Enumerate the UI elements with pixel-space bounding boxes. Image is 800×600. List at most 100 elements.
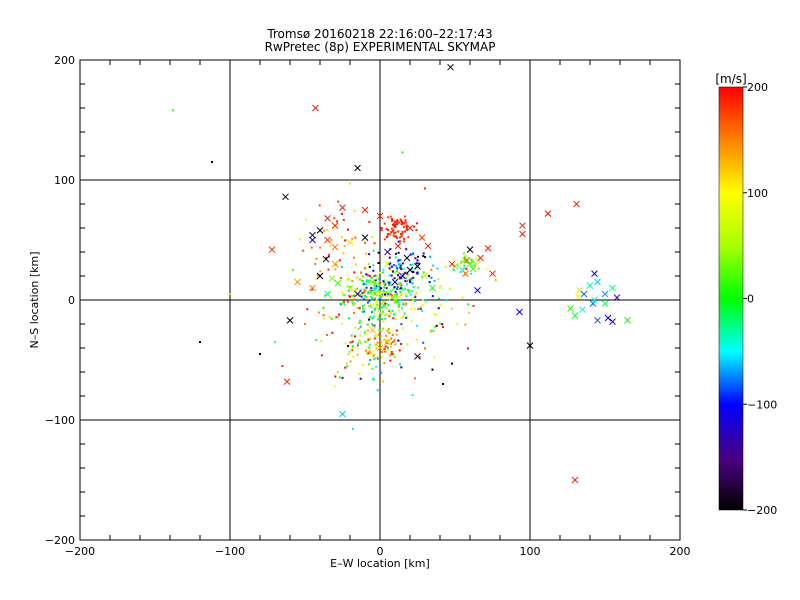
data-dot bbox=[420, 309, 423, 312]
data-dot bbox=[365, 340, 368, 343]
data-dot bbox=[376, 303, 379, 306]
data-dot bbox=[354, 326, 357, 329]
data-dot bbox=[381, 310, 384, 313]
data-dot bbox=[414, 257, 417, 260]
data-dot bbox=[320, 340, 323, 343]
data-dot bbox=[406, 343, 409, 346]
data-cross bbox=[421, 272, 429, 280]
data-cross bbox=[591, 296, 598, 304]
data-dot bbox=[347, 345, 350, 348]
data-dot bbox=[405, 295, 408, 298]
data-dot bbox=[322, 314, 325, 317]
data-dot bbox=[379, 295, 382, 298]
data-cross bbox=[309, 236, 316, 244]
data-dot bbox=[397, 339, 400, 342]
data-cross bbox=[466, 246, 474, 253]
data-dot bbox=[363, 304, 366, 307]
data-dot bbox=[380, 335, 383, 338]
data-cross bbox=[384, 260, 391, 268]
data-dot bbox=[373, 353, 376, 356]
data-dot bbox=[396, 295, 399, 298]
data-dot bbox=[398, 276, 401, 279]
data-dot bbox=[392, 287, 395, 290]
data-cross bbox=[346, 284, 354, 292]
data-cross bbox=[391, 278, 399, 286]
data-dot bbox=[371, 306, 374, 309]
data-dot bbox=[353, 302, 356, 305]
data-dot bbox=[330, 296, 333, 299]
data-cross bbox=[448, 260, 456, 268]
data-dot bbox=[378, 310, 381, 313]
data-dot bbox=[422, 341, 425, 344]
data-dot bbox=[465, 260, 468, 263]
data-dot bbox=[411, 282, 414, 285]
data-dot bbox=[397, 230, 400, 233]
data-cross bbox=[361, 234, 369, 241]
data-dot bbox=[373, 291, 376, 294]
data-dot bbox=[304, 218, 307, 221]
data-dot bbox=[358, 319, 361, 322]
data-dot bbox=[373, 343, 376, 346]
data-dot bbox=[467, 303, 470, 306]
data-dot bbox=[383, 238, 386, 241]
data-dot bbox=[377, 298, 380, 301]
data-dot bbox=[373, 242, 376, 245]
data-cross bbox=[484, 245, 492, 252]
data-dot bbox=[343, 245, 346, 248]
data-dot bbox=[353, 298, 356, 301]
data-dot bbox=[469, 272, 472, 275]
data-cross bbox=[384, 338, 391, 346]
data-dot bbox=[389, 311, 392, 314]
data-dot bbox=[405, 221, 408, 224]
data-dot bbox=[342, 293, 345, 296]
data-dot bbox=[389, 290, 392, 293]
data-dot bbox=[399, 259, 402, 262]
data-dot bbox=[344, 342, 347, 345]
data-dot bbox=[433, 312, 436, 315]
data-cross bbox=[328, 275, 336, 282]
data-dot bbox=[368, 275, 371, 278]
data-dot bbox=[352, 300, 355, 303]
data-dot bbox=[369, 280, 372, 283]
data-cross bbox=[361, 206, 369, 214]
data-dot bbox=[360, 271, 363, 274]
data-dot bbox=[368, 337, 371, 340]
data-dot bbox=[415, 338, 418, 341]
data-dot bbox=[402, 272, 405, 275]
data-dot bbox=[424, 256, 427, 259]
data-dot bbox=[358, 307, 361, 310]
data-dot bbox=[369, 351, 372, 354]
data-dot bbox=[356, 347, 359, 350]
data-dot bbox=[391, 227, 394, 230]
data-dot bbox=[429, 329, 432, 332]
data-dot bbox=[390, 218, 393, 221]
data-dot bbox=[382, 289, 385, 292]
chart-title: Tromsø 20160218 22:16:00–22:17:43 bbox=[266, 27, 492, 41]
data-dot bbox=[400, 223, 403, 226]
data-dot bbox=[463, 264, 466, 267]
data-dot bbox=[375, 274, 378, 277]
data-dot bbox=[343, 300, 346, 303]
data-dot bbox=[361, 292, 364, 295]
data-cross bbox=[589, 300, 597, 307]
data-dot bbox=[369, 303, 372, 306]
data-dot bbox=[302, 249, 305, 252]
colorbar-label: [m/s] bbox=[715, 72, 746, 86]
data-dot bbox=[353, 256, 356, 259]
data-dot bbox=[391, 223, 394, 226]
data-dot bbox=[363, 331, 366, 334]
data-dot bbox=[400, 219, 403, 222]
data-dot bbox=[369, 358, 372, 361]
data-dot bbox=[396, 287, 399, 290]
data-dot bbox=[389, 342, 392, 345]
data-dot bbox=[347, 289, 350, 292]
data-dot bbox=[375, 285, 378, 288]
colorbar-ticks: 200 100 0 −100 −200 bbox=[743, 81, 777, 517]
data-dot bbox=[366, 329, 369, 332]
data-dot bbox=[395, 293, 398, 296]
data-dot bbox=[354, 288, 357, 291]
data-dot bbox=[365, 283, 368, 286]
data-dot bbox=[364, 289, 367, 292]
data-cross bbox=[594, 278, 601, 286]
data-dot bbox=[356, 353, 359, 356]
